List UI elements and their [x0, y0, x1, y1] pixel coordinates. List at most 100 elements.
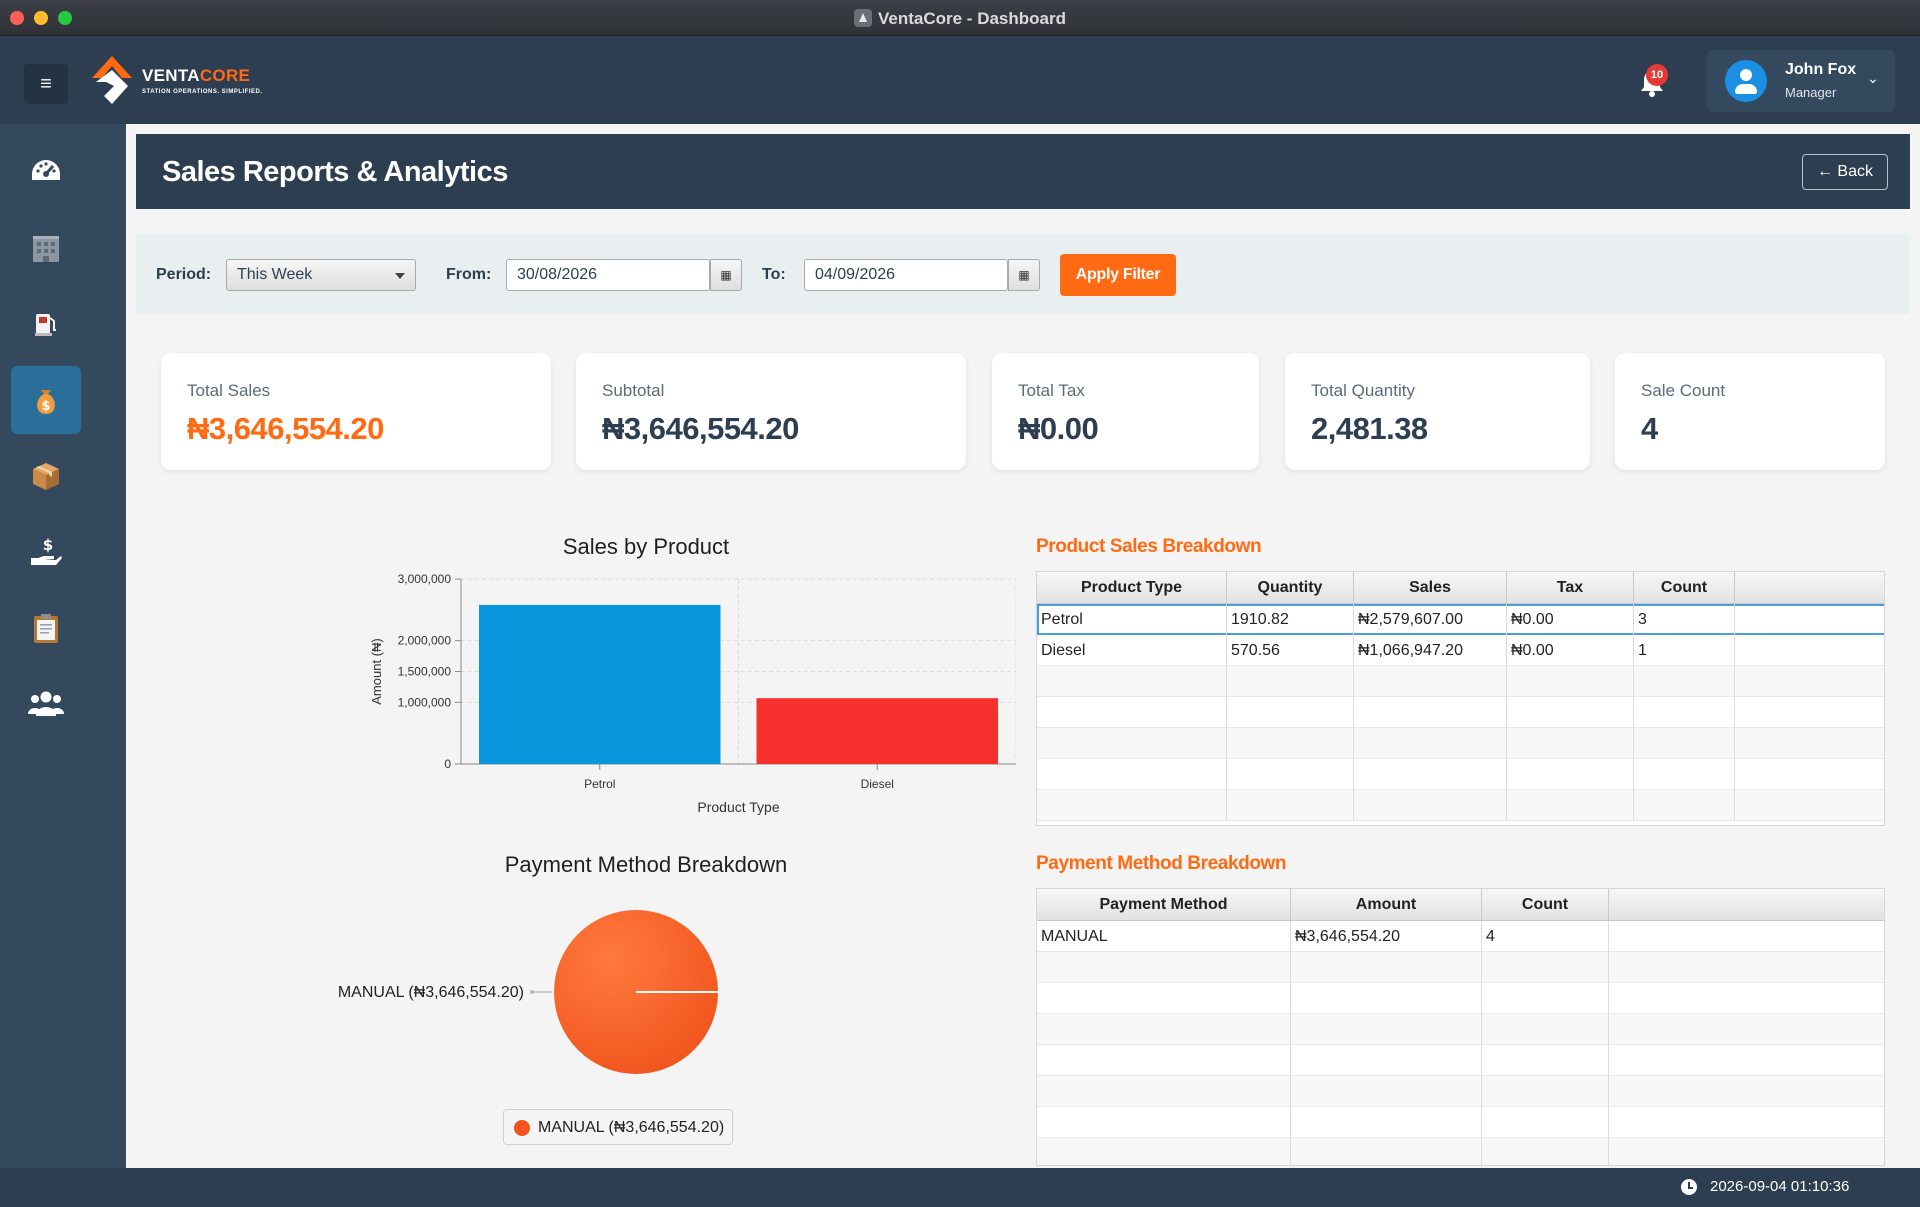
from-calendar-button[interactable]: ▦	[710, 259, 742, 291]
subtotal-card: Subtotal ₦3,646,554.20	[576, 353, 966, 470]
ventacore-logo: VENTACORE STATION OPERATIONS. SIMPLIFIED…	[92, 54, 292, 106]
column-header[interactable]: Sales	[1354, 572, 1507, 604]
bar-petrol[interactable]	[479, 604, 721, 764]
main-content: Sales Reports & Analytics ← Back Period:…	[126, 124, 1920, 1168]
logo-text-venta: VENTA	[142, 66, 200, 85]
table-cell: ₦3,646,554.20	[1291, 921, 1482, 952]
sale-count-card: Sale Count 4	[1615, 353, 1885, 470]
y-tick-label: 0	[444, 757, 451, 771]
table-cell: ₦0.00	[1507, 635, 1634, 666]
column-header[interactable]: Amount	[1291, 889, 1482, 921]
window-title-text: VentaCore - Dashboard	[878, 9, 1066, 28]
y-tick-label: 2,000,000	[398, 634, 452, 648]
bar-diesel[interactable]	[756, 698, 999, 764]
sidebar-item-dashboard[interactable]	[11, 138, 81, 206]
sidebar: $ $	[0, 124, 126, 1168]
dashboard-gauge-icon	[32, 160, 60, 180]
total-sales-card: Total Sales ₦3,646,554.20	[161, 353, 551, 470]
table-cell: ₦1,066,947.20	[1354, 635, 1507, 666]
minimize-window-button[interactable]	[34, 11, 48, 25]
empty-row	[1037, 1076, 1884, 1107]
svg-text:$: $	[41, 399, 50, 414]
empty-row	[1037, 790, 1884, 821]
payment-method-table[interactable]: Payment Method Amount Count MANUAL ₦3,64…	[1036, 888, 1885, 1166]
table-cell: 3	[1634, 604, 1735, 635]
chevron-down-icon: ⌄	[1867, 70, 1879, 86]
status-datetime: 2026-09-04 01:10:36	[1710, 1178, 1850, 1195]
from-label: From:	[446, 266, 492, 283]
x-tick-label: Diesel	[861, 777, 894, 791]
table-cell: 1	[1634, 635, 1735, 666]
window-title: VentaCore - Dashboard	[0, 9, 1920, 29]
page-header: Sales Reports & Analytics ← Back	[136, 134, 1910, 209]
sidebar-item-expenses[interactable]: $	[11, 518, 81, 586]
column-header[interactable]: Tax	[1507, 572, 1634, 604]
table-cell: 570.56	[1227, 635, 1354, 666]
column-header[interactable]: Count	[1482, 889, 1609, 921]
total-tax-card: Total Tax ₦0.00	[992, 353, 1259, 470]
card-value: 2,481.38	[1311, 411, 1428, 446]
calendar-icon: ▦	[720, 268, 732, 282]
empty-row	[1037, 697, 1884, 728]
column-header[interactable]: Payment Method	[1037, 889, 1291, 921]
card-value: ₦0.00	[1018, 411, 1099, 446]
y-tick-label: 1,500,000	[398, 665, 452, 679]
table-row[interactable]: MANUAL ₦3,646,554.20 4	[1037, 921, 1884, 952]
sidebar-item-fuel[interactable]	[11, 290, 81, 358]
logo-text: VENTACORE	[142, 66, 250, 86]
payment-method-breakdown-title: Payment Method Breakdown	[1036, 853, 1287, 874]
period-select[interactable]: This Week	[226, 259, 416, 291]
table-cell: 1910.82	[1227, 604, 1354, 635]
sales-by-product-chart: 0 1,000,000 1,500,000 2,000,000 3,000,000 Pet…	[369, 572, 1016, 815]
logo-text-core: CORE	[199, 66, 251, 85]
zoom-window-button[interactable]	[58, 11, 72, 25]
column-header[interactable]: Product Type	[1037, 572, 1227, 604]
from-date-input[interactable]: 30/08/2026	[506, 259, 710, 291]
caret-down-icon	[395, 273, 405, 279]
fuel-pump-icon	[35, 314, 56, 336]
empty-row	[1037, 1107, 1884, 1138]
table-cell: 4	[1482, 921, 1609, 952]
sidebar-item-inventory[interactable]	[11, 442, 81, 510]
empty-row	[1037, 666, 1884, 697]
sidebar-item-users[interactable]	[11, 670, 81, 738]
package-icon	[33, 463, 59, 490]
empty-row	[1037, 759, 1884, 790]
sidebar-item-stations[interactable]	[11, 214, 81, 282]
to-calendar-button[interactable]: ▦	[1008, 259, 1040, 291]
table-cell: ₦0.00	[1507, 604, 1634, 635]
table-cell: Petrol	[1037, 604, 1227, 635]
apply-filter-button[interactable]: Apply Filter	[1060, 254, 1176, 296]
column-header[interactable]: Count	[1634, 572, 1735, 604]
legend-label: MANUAL (₦3,646,554.20)	[538, 1119, 725, 1136]
product-sales-table[interactable]: Product Type Quantity Sales Tax Count Pe…	[1036, 571, 1885, 826]
back-button[interactable]: ← Back	[1802, 154, 1888, 190]
building-icon	[33, 236, 59, 262]
user-menu[interactable]: John Fox Manager ⌄	[1707, 50, 1895, 112]
x-axis-label: Product Type	[697, 799, 779, 815]
menu-icon: ≡	[40, 73, 52, 95]
card-label: Total Tax	[1018, 381, 1085, 400]
period-select-value: This Week	[237, 266, 313, 283]
card-label: Total Quantity	[1311, 381, 1415, 400]
close-window-button[interactable]	[10, 11, 24, 25]
sidebar-item-sales[interactable]: $	[11, 366, 81, 434]
calendar-icon: ▦	[1018, 268, 1030, 282]
empty-row	[1037, 1014, 1884, 1045]
legend-swatch	[514, 1120, 530, 1136]
column-header[interactable]: Quantity	[1227, 572, 1354, 604]
logo-mark-icon	[92, 56, 132, 104]
hamburger-menu-button[interactable]: ≡	[24, 64, 68, 104]
sidebar-item-reports[interactable]	[11, 594, 81, 662]
logo-tagline: STATION OPERATIONS. SIMPLIFIED.	[142, 89, 263, 95]
table-row[interactable]: Diesel 570.56 ₦1,066,947.20 ₦0.00 1	[1037, 635, 1884, 666]
table-row[interactable]: Petrol 1910.82 ₦2,579,607.00 ₦0.00 3	[1037, 604, 1884, 635]
clock-icon	[1681, 1179, 1697, 1195]
total-quantity-card: Total Quantity 2,481.38	[1285, 353, 1590, 470]
card-value: 4	[1641, 411, 1658, 446]
x-tick-label: Petrol	[584, 777, 615, 791]
card-value: ₦3,646,554.20	[602, 411, 799, 446]
to-date-input[interactable]: 04/09/2026	[804, 259, 1008, 291]
card-label: Subtotal	[602, 381, 665, 400]
bar-chart-title: Sales by Product	[562, 534, 730, 559]
